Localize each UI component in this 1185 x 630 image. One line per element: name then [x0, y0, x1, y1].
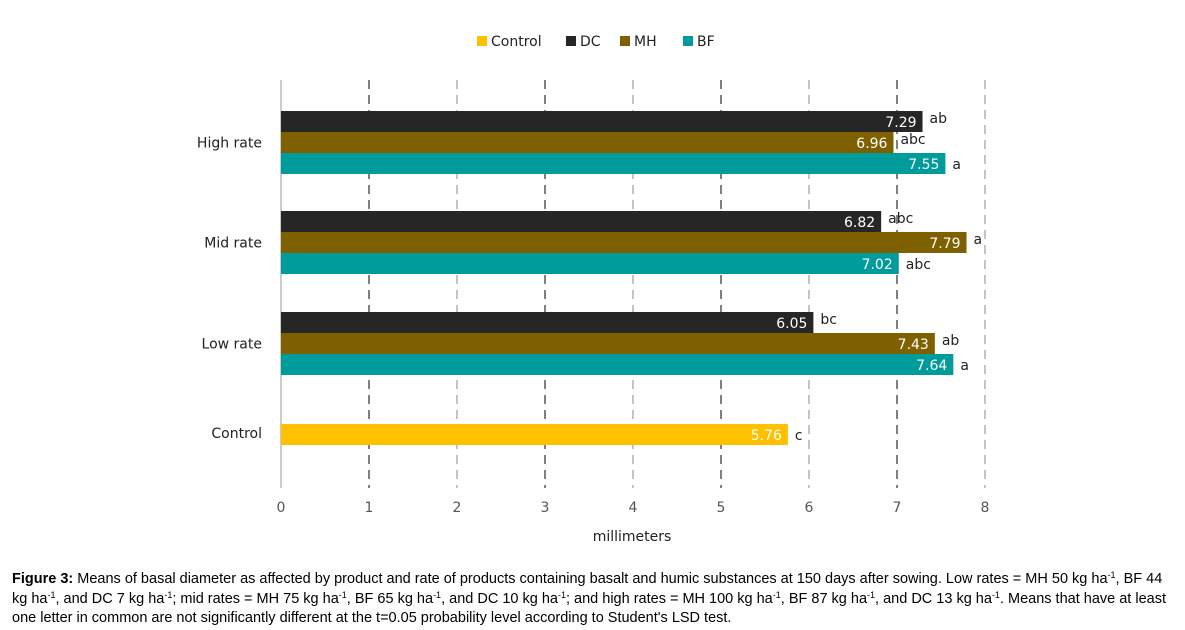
significance-letter: ab: [942, 333, 960, 349]
bar-low-rate-bf: [281, 354, 954, 375]
bar-value-label: 5.76: [751, 428, 782, 444]
x-tick-label: 6: [805, 500, 814, 516]
x-axis-title: millimeters: [593, 529, 672, 545]
x-tick-label: 7: [893, 500, 902, 516]
bar-value-label: 7.79: [929, 236, 960, 252]
significance-letter: abc: [888, 211, 913, 227]
bar-value-label: 6.82: [844, 215, 875, 231]
legend-swatch-mh: [620, 36, 630, 46]
x-tick-label: 0: [277, 500, 286, 516]
significance-letter: bc: [820, 312, 837, 328]
bar-mid-rate-bf: [281, 253, 899, 274]
category-label-high-rate: High rate: [197, 136, 262, 152]
bar-high-rate-mh: [281, 132, 894, 153]
bar-value-label: 7.29: [885, 115, 916, 131]
legend-label-bf: BF: [697, 34, 715, 50]
x-tick-label: 3: [541, 500, 550, 516]
bar-high-rate-bf: [281, 153, 946, 174]
x-tick-label: 5: [717, 500, 726, 516]
significance-letter: a: [974, 232, 983, 248]
x-tick-label: 8: [981, 500, 990, 516]
significance-letter: ab: [930, 111, 948, 127]
legend-label-dc: DC: [580, 34, 601, 50]
legend-swatch-control: [477, 36, 487, 46]
legend-label-control: Control: [491, 34, 542, 50]
chart: 0 1 2 3 4 5 6 7 8 millimeters Control DC MH BF 7.29 ab 6…: [197, 34, 990, 545]
bar-mid-rate-mh: [281, 232, 967, 253]
bar-value-label: 7.64: [916, 358, 947, 374]
bar-value-label: 6.96: [856, 136, 887, 152]
bar-value-label: 7.43: [898, 337, 929, 353]
significance-letter: a: [952, 157, 961, 173]
caption-text: Means of basal diameter as affected by p…: [12, 570, 1166, 627]
x-tick-label: 1: [365, 500, 374, 516]
significance-letter: a: [960, 358, 969, 374]
figure-caption: Figure 3: Means of basal diameter as aff…: [12, 570, 1177, 629]
caption-label: Figure 3:: [12, 571, 78, 587]
bar-value-label: 7.55: [908, 157, 939, 173]
bar-value-label: 6.05: [776, 316, 807, 332]
bar-mid-rate-dc: [281, 211, 882, 232]
significance-letter: c: [795, 428, 803, 444]
bar-chart-svg: 0 1 2 3 4 5 6 7 8 millimeters Control DC MH BF 7.29 ab 6…: [197, 34, 990, 545]
legend-swatch-bf: [683, 36, 693, 46]
significance-letter: abc: [900, 132, 925, 148]
bar-control-control: [281, 424, 788, 445]
category-label-control: Control: [211, 426, 262, 442]
category-label-mid-rate: Mid rate: [204, 236, 262, 252]
significance-letter: abc: [906, 257, 931, 273]
bar-value-label: 7.02: [862, 257, 893, 273]
bar-high-rate-dc: [281, 111, 923, 132]
bar-low-rate-mh: [281, 333, 935, 354]
legend-swatch-dc: [566, 36, 576, 46]
bar-low-rate-dc: [281, 312, 814, 333]
x-tick-label: 4: [629, 500, 638, 516]
category-label-low-rate: Low rate: [202, 337, 262, 353]
x-tick-label: 2: [453, 500, 462, 516]
legend-label-mh: MH: [634, 34, 657, 50]
